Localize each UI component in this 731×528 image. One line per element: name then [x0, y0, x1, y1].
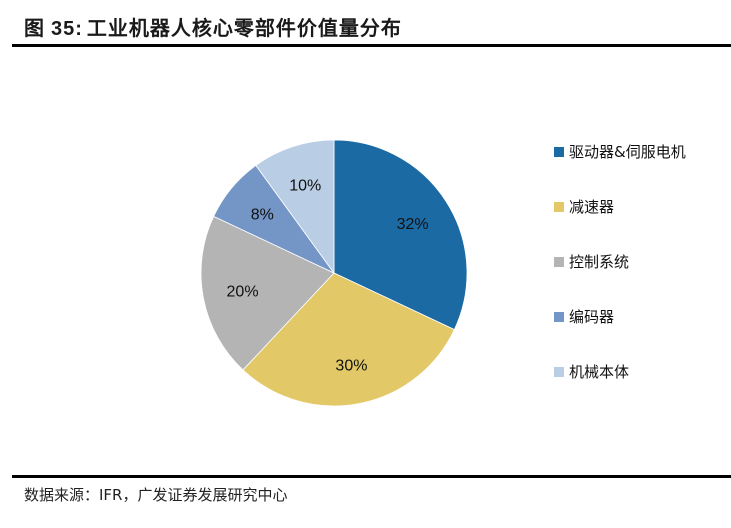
pie-slice — [333, 139, 468, 331]
legend-item-servo: 驱动器&伺服电机 — [554, 141, 686, 162]
slice-label: 30% — [335, 357, 367, 374]
slice-label: 20% — [227, 283, 259, 300]
figure-number: 35: — [51, 18, 83, 40]
top-divider — [12, 44, 731, 47]
figure-prefix: 图 — [24, 16, 45, 40]
pie-slice — [242, 272, 455, 407]
legend-swatch — [554, 256, 564, 267]
legend-label: 控制系统 — [569, 253, 630, 271]
legend-label: 减速器 — [569, 198, 615, 216]
bottom-divider — [12, 475, 731, 478]
slice-label: 32% — [397, 216, 429, 233]
pie-slice — [200, 215, 335, 371]
legend-swatch — [554, 366, 564, 377]
pie-labels: 32% 30% 20% 8% 10% — [227, 177, 429, 374]
slice-label: 8% — [251, 207, 274, 224]
figure-title-text: 工业机器人核心零部件价值量分布 — [86, 16, 402, 40]
pie-slices — [200, 139, 468, 407]
pie-slice — [255, 139, 335, 275]
legend-item-encoder: 编码器 — [554, 306, 614, 327]
source-note: 数据来源：IFR，广发证券发展研究中心 — [24, 486, 288, 504]
legend-item-controller: 控制系统 — [554, 251, 629, 272]
legend-label: 机械本体 — [569, 363, 630, 381]
legend-label: 编码器 — [569, 308, 615, 326]
legend-label: 驱动器&伺服电机 — [569, 143, 686, 161]
figure-title: 图 35: 工业机器人核心零部件价值量分布 — [24, 12, 402, 41]
legend-item-body: 机械本体 — [554, 361, 629, 382]
slice-label: 10% — [289, 177, 321, 194]
legend-item-reducer: 减速器 — [554, 196, 614, 217]
legend-swatch — [554, 146, 564, 157]
legend-swatch — [554, 311, 564, 322]
legend-swatch — [554, 201, 564, 212]
